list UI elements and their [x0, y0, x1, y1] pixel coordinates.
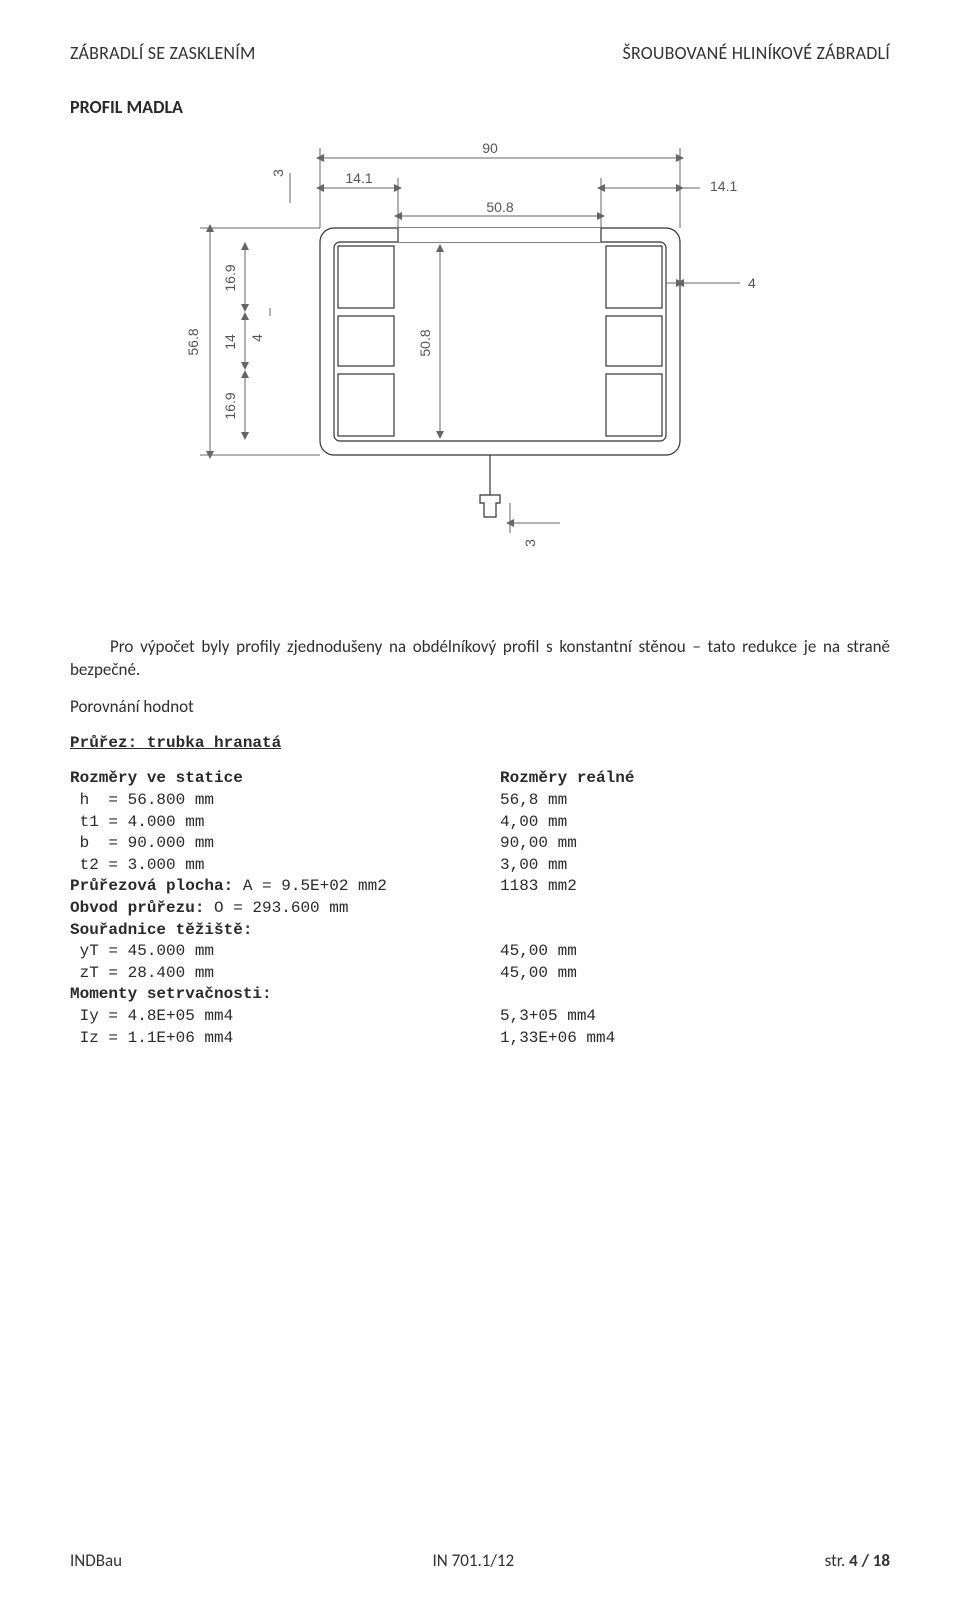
section-title: PROFIL MADLA	[70, 96, 890, 118]
intro-paragraph: Pro výpočet byly profily zjednodušeny na…	[70, 636, 890, 682]
header-left: ZÁBRADLÍ SE ZASKLENÍM	[70, 42, 256, 64]
section-heading-line: Průřez: trubka hranatá	[70, 733, 890, 755]
dim-height: 56.8	[185, 328, 201, 355]
left-column: Rozměry ve statice h = 56.800 mm t1 = 4.…	[70, 768, 500, 1049]
dim-width: 90	[482, 140, 498, 156]
dim-seg-c: 16.9	[222, 392, 238, 419]
comparison-table: Rozměry ve statice h = 56.800 mm t1 = 4.…	[70, 768, 890, 1049]
dim-4a: 4	[249, 334, 265, 342]
page-footer: INDBau IN 701.1/12 str. 4 / 18	[70, 1550, 890, 1571]
dim-t-right: 4	[748, 275, 756, 291]
dim-3-top: 3	[270, 169, 286, 177]
diagram-svg: 90 14.1 14.1 50.8 4 56.8 16.9	[140, 128, 820, 628]
footer-center: IN 701.1/12	[433, 1550, 515, 1571]
right-column: Rozměry reálné 56,8 mm 4,00 mm 90,00 mm …	[500, 768, 890, 1049]
header-right: ŠROUBOVANÉ HLINÍKOVÉ ZÁBRADLÍ	[622, 42, 890, 64]
dim-gap-h: 50.8	[486, 199, 513, 215]
dim-tr: 14.1	[710, 178, 737, 194]
page-header: ZÁBRADLÍ SE ZASKLENÍM ŠROUBOVANÉ HLINÍKO…	[70, 42, 890, 64]
dim-seg-b: 14	[222, 334, 238, 350]
profile-diagram: 90 14.1 14.1 50.8 4 56.8 16.9	[70, 128, 890, 628]
footer-right: str. 4 / 18	[825, 1550, 890, 1571]
footer-left: INDBau	[70, 1550, 122, 1571]
dim-gap-v: 50.8	[417, 329, 433, 356]
compare-label: Porovnání hodnot	[70, 696, 890, 719]
dim-clip: 3	[522, 539, 538, 547]
dim-tl: 14.1	[345, 170, 372, 186]
dim-seg-a: 16.9	[222, 264, 238, 291]
